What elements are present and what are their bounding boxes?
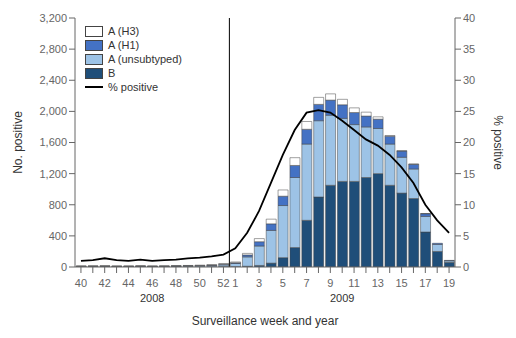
html-text:A (H1): A (H1) — [108, 39, 140, 51]
svg-text:400: 400 — [49, 230, 67, 242]
html-text:% positive: % positive — [108, 81, 159, 93]
svg-text:25: 25 — [463, 105, 475, 117]
svg-text:1,600: 1,600 — [39, 136, 67, 148]
svg-text:2008: 2008 — [140, 292, 164, 304]
svg-text:Surveillance week and year: Surveillance week and year — [192, 314, 339, 328]
svg-text:11: 11 — [348, 277, 359, 289]
html-text:A (unsubtyped): A (unsubtyped) — [108, 53, 182, 65]
html-text:A (H3): A (H3) — [108, 25, 140, 37]
svg-text:0: 0 — [61, 261, 67, 273]
svg-text:10: 10 — [463, 199, 475, 211]
svg-text:2,800: 2,800 — [39, 43, 67, 55]
svg-text:% positive: % positive — [491, 115, 505, 170]
svg-text:17: 17 — [419, 277, 431, 289]
svg-text:3: 3 — [256, 277, 262, 289]
svg-text:5: 5 — [280, 277, 286, 289]
svg-text:19: 19 — [443, 277, 455, 289]
svg-text:13: 13 — [372, 277, 384, 289]
svg-text:15: 15 — [463, 168, 475, 180]
svg-text:0: 0 — [463, 261, 469, 273]
svg-text:40: 40 — [463, 12, 475, 24]
svg-text:30: 30 — [463, 74, 475, 86]
svg-text:50: 50 — [194, 277, 206, 289]
html-text:B: B — [108, 67, 116, 79]
svg-text:20: 20 — [463, 136, 475, 148]
svg-text:7: 7 — [304, 277, 310, 289]
svg-text:42: 42 — [99, 277, 111, 289]
svg-text:No. positive: No. positive — [11, 111, 25, 174]
svg-text:9: 9 — [327, 277, 333, 289]
svg-text:52: 52 — [217, 277, 229, 289]
svg-text:2,000: 2,000 — [39, 105, 67, 117]
svg-text:2009: 2009 — [330, 292, 354, 304]
svg-text:3,200: 3,200 — [39, 12, 67, 24]
svg-text:15: 15 — [395, 277, 407, 289]
svg-text:1: 1 — [232, 277, 238, 289]
svg-text:1,200: 1,200 — [39, 168, 67, 180]
svg-text:48: 48 — [170, 277, 182, 289]
svg-text:35: 35 — [463, 43, 475, 55]
svg-text:40: 40 — [75, 277, 87, 289]
svg-text:46: 46 — [146, 277, 158, 289]
svg-text:800: 800 — [49, 199, 67, 211]
svg-text:2,400: 2,400 — [39, 74, 67, 86]
svg-text:44: 44 — [122, 277, 134, 289]
svg-text:5: 5 — [463, 230, 469, 242]
